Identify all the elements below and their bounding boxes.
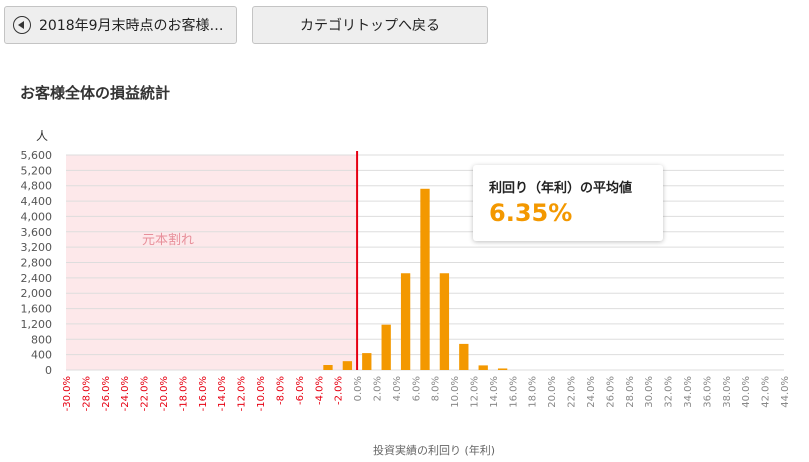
- x-tick-label: 16.0%: [508, 376, 519, 408]
- histogram-bar: [342, 361, 353, 370]
- average-yield-label: 利回り（年利）の平均値: [489, 181, 633, 196]
- x-tick-label: 40.0%: [741, 376, 752, 408]
- histogram-bar: [420, 188, 430, 370]
- x-tick-label: -8.0%: [275, 376, 286, 405]
- x-tick-label: 20.0%: [547, 376, 558, 408]
- category-top-button-label: カテゴリトップへ戻る: [300, 18, 440, 34]
- x-tick-label: -2.0%: [334, 376, 345, 405]
- back-arrow-icon: [13, 16, 31, 34]
- x-tick-label: 44.0%: [780, 376, 791, 408]
- y-tick-label: 5,200: [21, 164, 53, 177]
- y-tick-label: 4,000: [21, 210, 53, 223]
- x-tick-label: 14.0%: [489, 376, 500, 408]
- x-tick-label: -10.0%: [256, 376, 267, 411]
- x-tick-label: -28.0%: [81, 376, 92, 411]
- x-tick-label: -6.0%: [295, 376, 306, 405]
- back-button-label: 2018年9月末時点のお客様全...: [39, 18, 236, 34]
- x-tick-label: -24.0%: [120, 376, 131, 411]
- y-tick-label: 800: [31, 333, 52, 346]
- x-tick-label: 32.0%: [664, 376, 675, 408]
- y-tick-label: 5,600: [21, 149, 53, 162]
- x-tick-label: 30.0%: [644, 376, 655, 408]
- x-tick-label: -4.0%: [314, 376, 325, 405]
- x-tick-label: 8.0%: [431, 376, 442, 401]
- x-tick-label: -22.0%: [140, 376, 151, 411]
- y-tick-label: 1,200: [21, 318, 53, 331]
- y-tick-label: 4,400: [21, 195, 53, 208]
- x-tick-label: -26.0%: [101, 376, 112, 411]
- histogram-bar: [400, 273, 411, 370]
- histogram-bar: [478, 365, 488, 370]
- histogram-chart: 0 400 800 1,200 1,600 2,000 2,400 2,800 3,200 3,6…: [21, 129, 792, 457]
- x-tick-label: -30.0%: [62, 376, 73, 411]
- x-tick-label: 6.0%: [411, 376, 422, 401]
- x-tick-label: 42.0%: [761, 376, 772, 408]
- average-yield-card: 利回り（年利）の平均値 6.35%: [473, 165, 663, 241]
- histogram-bar: [362, 353, 372, 370]
- x-tick-label: 0.0%: [353, 376, 364, 401]
- y-tick-label: 3,600: [21, 226, 53, 239]
- x-tick-label: -18.0%: [178, 376, 189, 411]
- y-axis-label: 人: [36, 129, 48, 143]
- x-tick-label: 26.0%: [605, 376, 616, 408]
- x-tick-label: -12.0%: [237, 376, 248, 411]
- histogram-bar: [381, 324, 391, 370]
- x-tick-label: 2.0%: [372, 376, 383, 401]
- x-tick-label: 18.0%: [528, 376, 539, 408]
- back-button[interactable]: 2018年9月末時点のお客様全...: [4, 6, 237, 44]
- y-tick-label: 1,600: [21, 303, 53, 316]
- x-tick-label: 22.0%: [567, 376, 578, 408]
- x-tick-label: 28.0%: [625, 376, 636, 408]
- histogram-bar: [439, 273, 450, 370]
- x-axis-label: 投資実績の利回り (年利): [373, 443, 495, 457]
- y-tick-label: 4,800: [21, 180, 53, 193]
- histogram-bar: [497, 368, 508, 370]
- y-tick-label: 2,000: [21, 287, 53, 300]
- y-tick-label: 2,800: [21, 257, 53, 270]
- histogram-bar: [459, 343, 469, 370]
- x-tick-label: 24.0%: [586, 376, 597, 408]
- x-tick-label: 34.0%: [683, 376, 694, 408]
- category-top-button[interactable]: カテゴリトップへ戻る: [252, 6, 488, 44]
- average-yield-value: 6.35%: [489, 199, 573, 227]
- x-tick-label: 4.0%: [392, 376, 403, 401]
- x-tick-label: -14.0%: [217, 376, 228, 411]
- x-tick-label: 12.0%: [470, 376, 481, 408]
- x-tick-label: 38.0%: [722, 376, 733, 408]
- loss-zone-label: 元本割れ: [142, 232, 194, 248]
- page-title: お客様全体の損益統計: [20, 84, 171, 102]
- x-tick-label: 10.0%: [450, 376, 461, 408]
- y-tick-label: 2,400: [21, 272, 53, 285]
- y-tick-label: 0: [45, 364, 52, 377]
- x-tick-label: 36.0%: [702, 376, 713, 408]
- x-tick-label: -20.0%: [159, 376, 170, 411]
- y-tick-label: 400: [31, 349, 52, 362]
- x-tick-label: -16.0%: [198, 376, 209, 411]
- histogram-bar: [323, 365, 333, 370]
- y-tick-label: 3,200: [21, 241, 53, 254]
